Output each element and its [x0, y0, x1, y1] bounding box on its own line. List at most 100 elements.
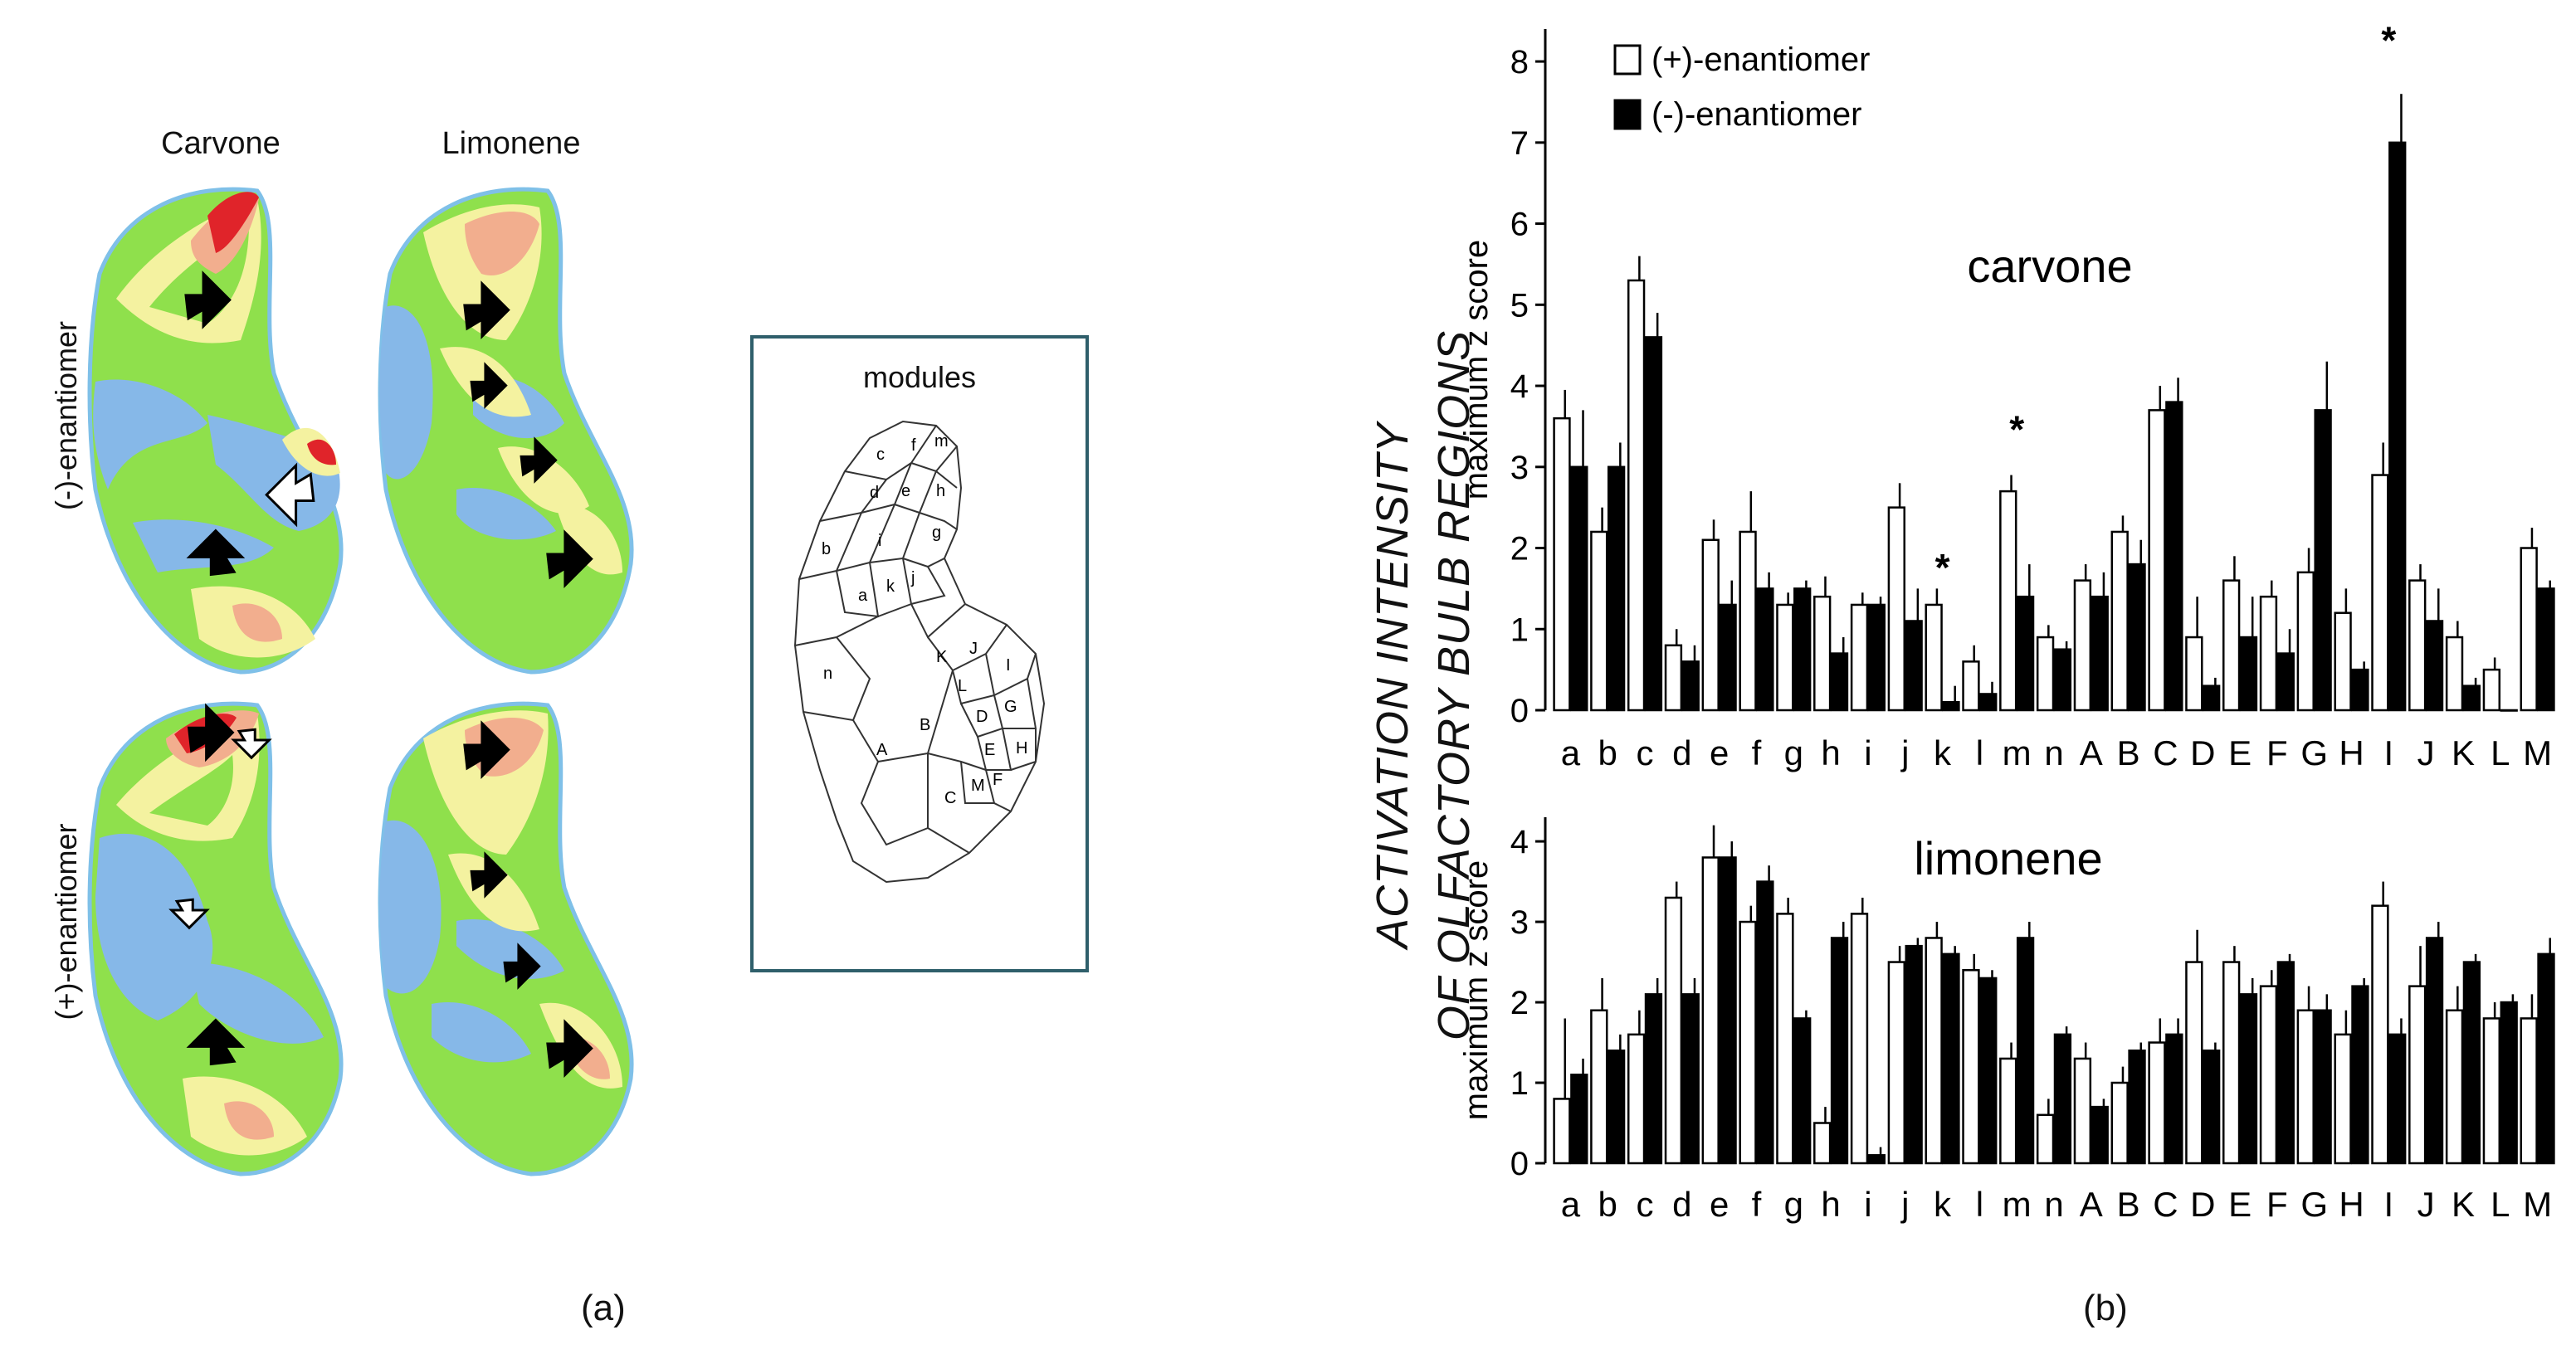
module-letter: M	[971, 777, 985, 795]
bar-plus-enantiomer	[2110, 530, 2129, 712]
bar-minus-enantiomer	[1644, 993, 1663, 1165]
black-arrow-icon	[470, 362, 508, 409]
x-tick-label: C	[2153, 1185, 2178, 1224]
bar-minus-enantiomer	[1867, 1154, 1886, 1165]
module-letter: n	[823, 665, 832, 683]
modules-label: modules	[862, 360, 977, 394]
bar-minus-enantiomer	[1607, 465, 1626, 712]
y-tick-label: 2	[1510, 985, 1529, 1021]
bar-minus-enantiomer	[2388, 141, 2407, 712]
bar-plus-enantiomer	[2036, 1113, 2055, 1165]
x-tick-label: d	[1672, 733, 1691, 772]
bar-plus-enantiomer	[1590, 1009, 1608, 1165]
x-tick-label: k	[1934, 733, 1952, 772]
bar-plus-enantiomer	[2222, 961, 2241, 1165]
bar-minus-enantiomer	[2165, 1033, 2183, 1165]
bar-plus-enantiomer	[2222, 579, 2241, 712]
bar-minus-enantiomer	[2128, 1049, 2146, 1165]
bar-plus-enantiomer	[1553, 1098, 1571, 1165]
x-tick-label: H	[2339, 1185, 2364, 1224]
module-letter: J	[969, 640, 978, 658]
bar-plus-enantiomer	[1850, 913, 1869, 1165]
module-letter: g	[932, 524, 941, 542]
module-letter: C	[944, 789, 956, 807]
bar-plus-enantiomer	[1664, 896, 1683, 1165]
module-letter: e	[901, 482, 910, 500]
limonene-minus-activation-map	[378, 187, 634, 675]
x-tick-label: D	[2190, 1185, 2215, 1224]
bar-minus-enantiomer	[2203, 684, 2221, 712]
bar-plus-enantiomer	[1813, 595, 1832, 712]
y-tick-label: 1	[1510, 1065, 1529, 1102]
x-tick-label: m	[2003, 733, 2032, 772]
bar-plus-enantiomer	[1739, 530, 1757, 712]
x-tick-label: e	[1710, 733, 1729, 772]
bar-plus-enantiomer	[2296, 571, 2315, 712]
black-arrow-icon	[503, 943, 541, 990]
x-tick-label: l	[1976, 1185, 1983, 1224]
module-letter: D	[976, 708, 988, 726]
bar-minus-enantiomer	[2462, 684, 2481, 712]
carvone-bar-chart: 0 1 2 3 4 5 6 7 8 maximum z score carvone a b c d e f g h i…	[1458, 19, 2555, 772]
bar-plus-enantiomer	[1739, 920, 1757, 1165]
x-tick-label: h	[1821, 1185, 1840, 1224]
x-tick-label: h	[1821, 733, 1840, 772]
x-tick-label: B	[2117, 1185, 2140, 1224]
bar-minus-enantiomer	[2091, 1105, 2109, 1165]
y-tick-label: 2	[1510, 531, 1529, 568]
y-tick-label: 3	[1510, 904, 1529, 941]
bar-minus-enantiomer	[2314, 409, 2332, 712]
bar-minus-enantiomer	[1830, 937, 1849, 1165]
bar-minus-enantiomer	[2537, 952, 2555, 1165]
significance-asterisk: *	[1935, 546, 1950, 589]
y-tick-label: 4	[1510, 368, 1529, 405]
x-tick-label: k	[1934, 1185, 1952, 1224]
bar-minus-enantiomer	[1681, 993, 1700, 1165]
white-arrow-icon	[231, 728, 272, 760]
bar-plus-enantiomer	[1887, 961, 1905, 1165]
bar-minus-enantiomer	[1867, 603, 1886, 712]
bar-minus-enantiomer	[2016, 937, 2035, 1165]
legend-label: (+)-enantiomer	[1651, 41, 1870, 78]
x-tick-label: a	[1561, 733, 1581, 772]
bar-plus-enantiomer	[1627, 279, 1646, 712]
bar-minus-enantiomer	[1979, 693, 1998, 712]
module-letter: H	[1016, 739, 1027, 758]
x-tick-label: j	[1900, 733, 1909, 772]
bar-minus-enantiomer	[1570, 1074, 1588, 1165]
x-tick-label: i	[1864, 733, 1871, 772]
x-tick-label: j	[1900, 1185, 1909, 1224]
bar-plus-enantiomer	[1962, 660, 1980, 712]
x-tick-label: a	[1561, 1185, 1581, 1224]
bar-minus-enantiomer	[1570, 465, 1588, 712]
x-tick-label: M	[2523, 1185, 2552, 1224]
bar-minus-enantiomer	[1942, 700, 1960, 712]
modules-diagram-box: modules	[750, 335, 1089, 972]
bar-plus-enantiomer	[2073, 579, 2092, 712]
bar-plus-enantiomer	[2520, 1017, 2538, 1165]
significance-asterisk: *	[2009, 408, 2024, 451]
module-letter: h	[936, 482, 945, 500]
module-letter: k	[886, 577, 895, 596]
x-tick-label: H	[2339, 733, 2364, 772]
bar-minus-enantiomer	[2091, 595, 2109, 712]
limonene-plus-activation-map	[378, 701, 634, 1176]
x-tick-label: F	[2266, 733, 2288, 772]
bar-plus-enantiomer	[2334, 1033, 2352, 1165]
bar-minus-enantiomer	[1719, 603, 1737, 712]
legend-label: (-)-enantiomer	[1651, 96, 1861, 133]
bar-plus-enantiomer	[1813, 1122, 1832, 1165]
plus-enantiomer-row-title: (+)-enantiomer	[49, 823, 83, 1021]
bar-plus-enantiomer	[1776, 603, 1794, 712]
bar-minus-enantiomer	[2314, 1009, 2332, 1165]
bar-minus-enantiomer	[1644, 336, 1663, 712]
x-tick-label: b	[1598, 1185, 1617, 1224]
black-arrow-icon	[546, 529, 593, 588]
module-letter: B	[920, 716, 930, 734]
bar-minus-enantiomer	[2239, 993, 2258, 1165]
x-tick-label: l	[1976, 733, 1983, 772]
module-letter: E	[984, 741, 995, 759]
black-arrow-icon	[184, 270, 232, 329]
bar-plus-enantiomer	[1887, 506, 1905, 712]
module-letter: d	[870, 484, 879, 502]
